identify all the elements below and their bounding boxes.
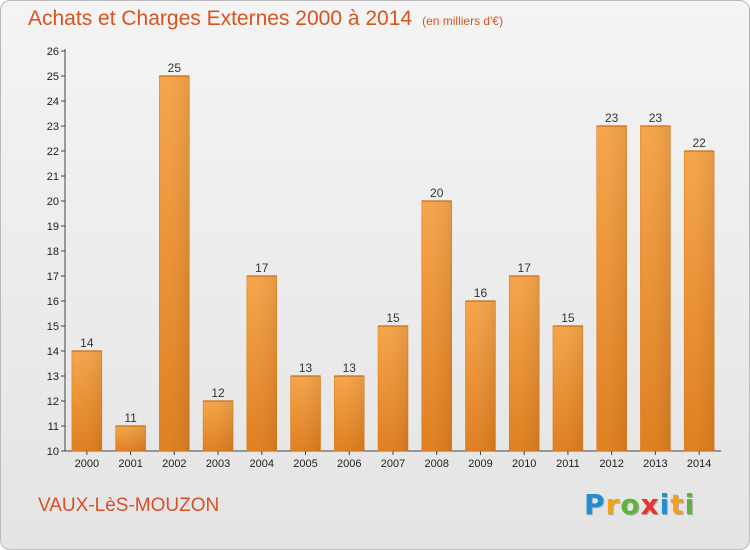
data-label: 22 xyxy=(692,136,706,150)
data-label: 25 xyxy=(168,61,182,75)
chart-unit: (en milliers d'€) xyxy=(422,14,504,28)
data-label: 15 xyxy=(561,311,575,325)
data-label: 11 xyxy=(124,411,137,425)
y-tick-label: 25 xyxy=(47,71,59,83)
y-tick-label: 15 xyxy=(47,321,59,333)
y-tick-label: 13 xyxy=(47,371,59,383)
data-label: 14 xyxy=(80,336,94,350)
data-label: 23 xyxy=(649,111,663,125)
logo-letter: x xyxy=(640,488,660,521)
bar-shade xyxy=(509,276,540,451)
y-tick-label: 22 xyxy=(47,146,59,158)
x-tick-label: 2013 xyxy=(643,458,667,470)
x-tick-label: 2007 xyxy=(381,458,405,470)
bar-shade xyxy=(334,376,365,451)
bar-shade xyxy=(246,276,277,451)
logo-letter: o xyxy=(620,488,641,521)
bar-shade xyxy=(115,426,146,451)
bar-shade xyxy=(596,126,627,451)
y-tick-label: 12 xyxy=(47,396,59,408)
bar-shade xyxy=(159,76,190,451)
chart-title: Achats et Charges Externes 2000 à 2014 (e… xyxy=(28,7,503,31)
x-tick-label: 2004 xyxy=(250,458,274,470)
x-tick-label: 2000 xyxy=(75,458,99,470)
bar-shade xyxy=(378,326,408,451)
data-label: 15 xyxy=(386,311,400,325)
y-tick-label: 14 xyxy=(47,346,59,358)
x-tick-label: 2005 xyxy=(293,458,317,470)
proxiti-logo[interactable]: Proxiti xyxy=(584,488,695,521)
bar-shade xyxy=(203,401,234,451)
bar-shade xyxy=(684,151,715,451)
data-label: 23 xyxy=(605,111,619,125)
bar-shade xyxy=(465,301,496,451)
y-tick-label: 10 xyxy=(47,446,59,458)
x-tick-label: 2003 xyxy=(206,458,230,470)
bar-shade xyxy=(640,126,671,451)
y-tick-label: 17 xyxy=(47,271,59,283)
logo-letter: i xyxy=(684,488,696,521)
y-tick-label: 21 xyxy=(47,171,59,183)
x-tick-label: 2008 xyxy=(424,458,448,470)
bar-shade xyxy=(71,351,102,451)
x-tick-label: 2006 xyxy=(337,458,361,470)
x-tick-label: 2010 xyxy=(512,458,536,470)
bars xyxy=(71,75,715,452)
data-label: 20 xyxy=(430,186,444,200)
logo-letter: i xyxy=(659,488,671,521)
y-tick-label: 20 xyxy=(47,196,59,208)
city-name: VAUX-LèS-MOUZON xyxy=(38,495,220,516)
data-label: 13 xyxy=(299,361,313,375)
data-label: 17 xyxy=(518,261,532,275)
logo-letter: P xyxy=(584,488,606,521)
x-tick-label: 2012 xyxy=(599,458,623,470)
x-tick-label: 2001 xyxy=(118,458,142,470)
logo-letter: t xyxy=(670,488,685,521)
bar-shade xyxy=(290,376,321,451)
y-tick-label: 19 xyxy=(47,221,59,233)
y-tick-label: 18 xyxy=(47,246,59,258)
y-tick-label: 23 xyxy=(47,121,59,133)
y-tick-label: 24 xyxy=(47,96,59,108)
data-label: 16 xyxy=(474,286,488,300)
x-tick-label: 2009 xyxy=(468,458,492,470)
data-label: 17 xyxy=(255,261,269,275)
x-tick-label: 2014 xyxy=(687,458,711,470)
data-label: 13 xyxy=(343,361,357,375)
bar-shade xyxy=(421,201,452,451)
chart-title-text: Achats et Charges Externes 2000 à 2014 xyxy=(28,7,413,30)
logo-letter: r xyxy=(605,488,621,521)
y-tick-label: 11 xyxy=(48,421,59,433)
x-tick-label: 2002 xyxy=(162,458,186,470)
y-tick-label: 26 xyxy=(47,46,59,58)
data-labels: 14 11 25 12 17 13 13 15 20 16 17 15 23 23 22 xyxy=(80,61,706,425)
data-label: 12 xyxy=(211,386,225,400)
x-tick-label: 2011 xyxy=(556,458,580,470)
bar-shade xyxy=(552,326,583,451)
y-tick-label: 16 xyxy=(47,296,59,308)
